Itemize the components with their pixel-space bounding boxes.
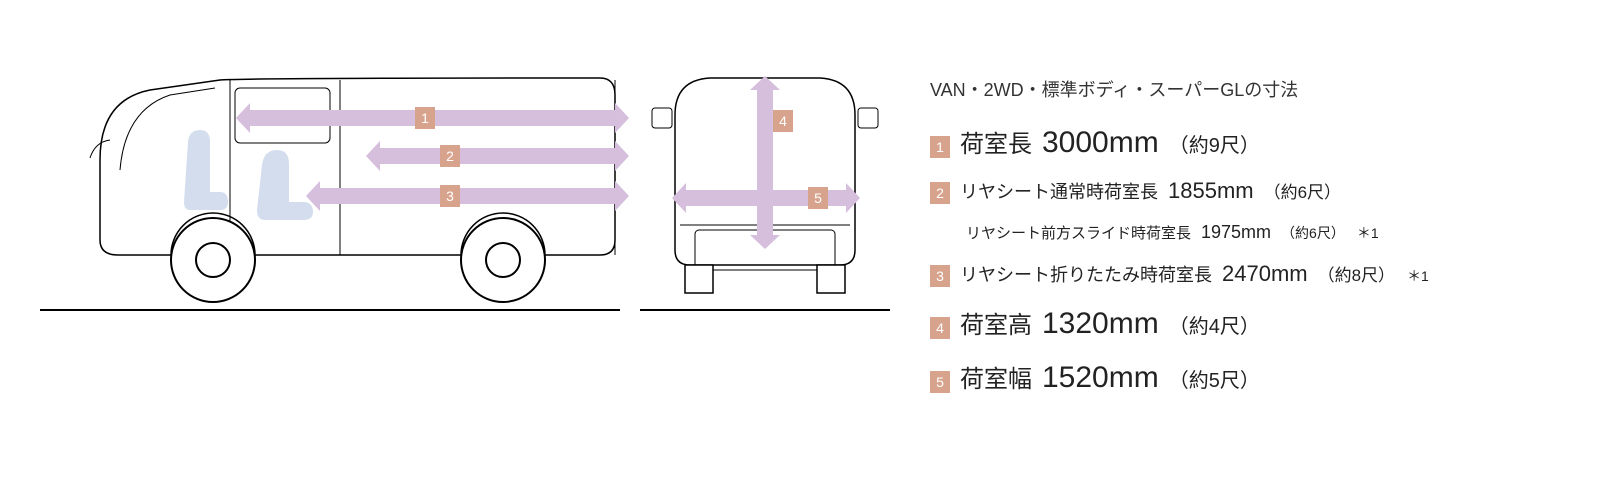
legend-value: 1975mm [1201,222,1271,243]
legend-row: リヤシート前方スライド時荷室長 1975mm （約6尺） ＊1 [966,222,1580,243]
legend-row: 5 荷室幅 1520mm （約5尺） [930,359,1580,395]
legend-approx: （約4尺） [1169,310,1260,339]
legend-value: 2470mm [1222,261,1308,287]
dimension-badge-1: 1 [415,107,435,129]
legend-approx: （約5尺） [1169,364,1260,393]
dimension-badge-4: 4 [773,110,793,132]
legend: VAN・2WD・標準ボディ・スーパーGLの寸法1荷室長3000mm（約9尺）2リ… [930,76,1580,413]
dimension-badge-5: 5 [808,187,828,209]
legend-value: 3000mm [1042,126,1159,160]
legend-approx: （約6尺） [1281,223,1345,243]
legend-value: 1520mm [1042,361,1159,395]
legend-row: 3 リヤシート折りたたみ時荷室長 2470mm （約8尺） ＊1 [930,261,1580,287]
legend-approx: （約9尺） [1169,129,1260,158]
side-view-diagram: 12 3 [40,60,620,340]
legend-label: リヤシート前方スライド時荷室長 [966,222,1191,243]
legend-label: 荷室長 [960,124,1032,159]
legend-badge-3: 3 [930,265,950,287]
legend-approx: （約6尺） [1264,178,1341,203]
legend-badge-2: 2 [930,182,950,204]
legend-row: 2 リヤシート通常時荷室長 1855mm （約6尺） [930,178,1580,204]
legend-approx: （約8尺） [1318,261,1395,286]
legend-row: 4 荷室高 1320mm （約4尺） [930,305,1580,341]
legend-label: リヤシート通常時荷室長 [960,178,1158,204]
dimension-badge-3: 3 [440,185,460,207]
legend-badge-4: 4 [930,317,950,339]
legend-badge-5: 5 [930,371,950,393]
legend-value: 1855mm [1168,178,1254,204]
legend-note: ＊1 [1357,223,1379,243]
dimension-arrow-3 [320,188,615,204]
legend-label: 荷室高 [960,305,1032,340]
dimension-arrow-4 [757,90,773,235]
dimension-arrow-2 [380,148,615,164]
legend-value: 1320mm [1042,307,1159,341]
rear-view-diagram: 45 [640,60,890,340]
legend-label: 荷室幅 [960,359,1032,394]
legend-row: 1 荷室長 3000mm （約9尺） [930,124,1580,160]
legend-label: リヤシート折りたたみ時荷室長 [960,261,1212,287]
legend-note: ＊1 [1407,266,1429,286]
dimension-badge-2: 2 [440,145,460,167]
legend-badge-1: 1 [930,136,950,158]
legend-title: VAN・2WD・標準ボディ・スーパーGLの寸法 [930,76,1580,102]
